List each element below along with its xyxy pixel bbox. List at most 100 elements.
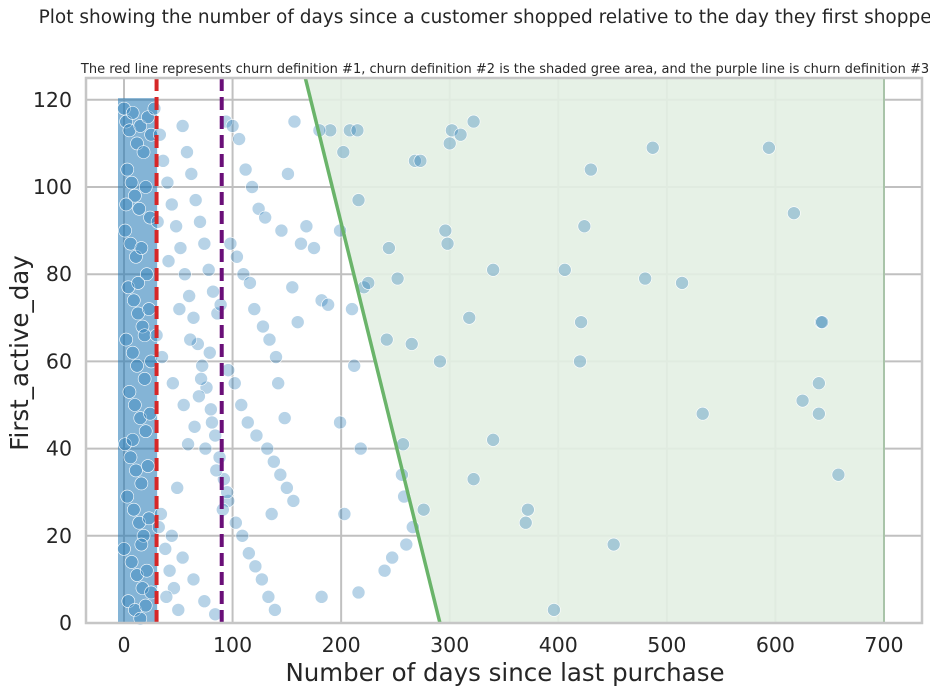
scatter-point bbox=[268, 603, 282, 617]
scatter-point bbox=[264, 507, 279, 521]
scatter-point bbox=[129, 249, 143, 264]
scatter-point bbox=[164, 197, 179, 212]
x-tick-label: 0 bbox=[117, 633, 130, 657]
scatter-point bbox=[141, 459, 155, 473]
scatter-point bbox=[204, 402, 218, 417]
scatter-point bbox=[343, 123, 357, 138]
scatter-point bbox=[151, 520, 166, 534]
scatter-point bbox=[255, 572, 269, 587]
scatter-point bbox=[223, 236, 238, 251]
scatter-point bbox=[201, 263, 216, 277]
axes-frame bbox=[84, 76, 924, 625]
scatter-point bbox=[167, 581, 181, 595]
scatter-point bbox=[173, 241, 188, 255]
scatter-point bbox=[245, 180, 259, 194]
scatter-point bbox=[385, 550, 399, 565]
scatter-point bbox=[117, 101, 131, 116]
scatter-point bbox=[815, 315, 829, 329]
scatter-point bbox=[171, 603, 186, 617]
scatter-point bbox=[126, 502, 141, 517]
scatter-point bbox=[445, 123, 459, 138]
scatter-point bbox=[486, 263, 500, 277]
scatter-point bbox=[453, 127, 468, 142]
scatter-point bbox=[183, 332, 198, 347]
scatter-point bbox=[399, 537, 414, 552]
scatter-point bbox=[249, 428, 264, 443]
scatter-point bbox=[128, 188, 142, 203]
scatter-point bbox=[333, 415, 347, 430]
scatter-point bbox=[606, 537, 621, 552]
scatter-point bbox=[290, 315, 305, 329]
scatter-point bbox=[180, 145, 194, 159]
scatter-point bbox=[573, 354, 587, 369]
scatter-point bbox=[442, 136, 457, 151]
scatter-point bbox=[132, 202, 146, 216]
scatter-point bbox=[147, 101, 162, 116]
scatter-point bbox=[675, 276, 689, 290]
scatter-point bbox=[159, 590, 174, 604]
scatter-point bbox=[117, 542, 131, 556]
y-tick-label: 20 bbox=[46, 524, 72, 548]
scatter-point bbox=[242, 546, 256, 561]
scatter-point bbox=[122, 385, 137, 399]
scatter-point bbox=[382, 241, 396, 255]
scatter-point bbox=[197, 594, 212, 609]
scatter-point bbox=[351, 193, 366, 207]
x-tick-label: 400 bbox=[539, 633, 578, 657]
y-tick-label: 80 bbox=[46, 262, 72, 286]
scatter-point bbox=[390, 271, 405, 286]
scatter-point bbox=[124, 175, 139, 190]
scatter-point bbox=[182, 289, 196, 303]
scatter-point bbox=[133, 119, 148, 133]
y-axis-label: First_active_day bbox=[5, 255, 34, 451]
scatter-point bbox=[336, 145, 351, 159]
scatter-point bbox=[134, 537, 149, 552]
scatter-point bbox=[202, 345, 217, 360]
scatter-point bbox=[192, 389, 206, 404]
scatter-point bbox=[337, 507, 352, 521]
scatter-point bbox=[408, 154, 422, 168]
scatter-point bbox=[135, 581, 150, 595]
axes-spines bbox=[84, 76, 924, 625]
scatter-point bbox=[135, 319, 150, 334]
scatter-point bbox=[126, 293, 141, 308]
scatter-point bbox=[273, 467, 288, 482]
scatter-point bbox=[416, 502, 431, 517]
scatter-point bbox=[240, 415, 255, 430]
scatter-point bbox=[787, 206, 801, 220]
x-tick-label: 700 bbox=[864, 633, 903, 657]
scatter-point bbox=[186, 572, 201, 587]
scatter-point bbox=[131, 306, 145, 321]
scatter-point bbox=[120, 162, 135, 177]
scatter-point bbox=[466, 114, 481, 129]
x-tick-label: 100 bbox=[213, 633, 252, 657]
scatter-point bbox=[267, 454, 281, 469]
scatter-point bbox=[379, 332, 394, 347]
scatter-point bbox=[128, 398, 142, 412]
scatter-point bbox=[130, 358, 144, 373]
scatter-point bbox=[438, 223, 453, 238]
scatter-point bbox=[638, 271, 652, 286]
scatter-point bbox=[795, 393, 810, 408]
scatter-point bbox=[166, 376, 180, 391]
scatter-point bbox=[186, 310, 201, 325]
x-tick-label: 600 bbox=[756, 633, 795, 657]
scatter-point bbox=[247, 302, 262, 316]
scatter-point bbox=[205, 415, 219, 430]
scatter-point bbox=[377, 563, 392, 578]
scatter-point bbox=[184, 167, 199, 181]
scatter-point bbox=[123, 236, 138, 251]
scatter-point bbox=[234, 398, 249, 412]
y-tick-label: 0 bbox=[59, 611, 72, 635]
scatter-point bbox=[129, 463, 143, 478]
scatter-point bbox=[136, 528, 151, 543]
y-tick-label: 60 bbox=[46, 349, 72, 373]
scatter-point bbox=[138, 180, 153, 194]
x-tick-labels: 0 100 200 300 400 500 600 700 bbox=[117, 633, 903, 657]
scatter-point bbox=[286, 494, 301, 508]
y-tick-label: 100 bbox=[33, 175, 72, 199]
scatter-point bbox=[248, 559, 263, 574]
scatter-point bbox=[261, 590, 276, 604]
scatter-point bbox=[256, 319, 270, 334]
scatter-point bbox=[125, 345, 140, 360]
